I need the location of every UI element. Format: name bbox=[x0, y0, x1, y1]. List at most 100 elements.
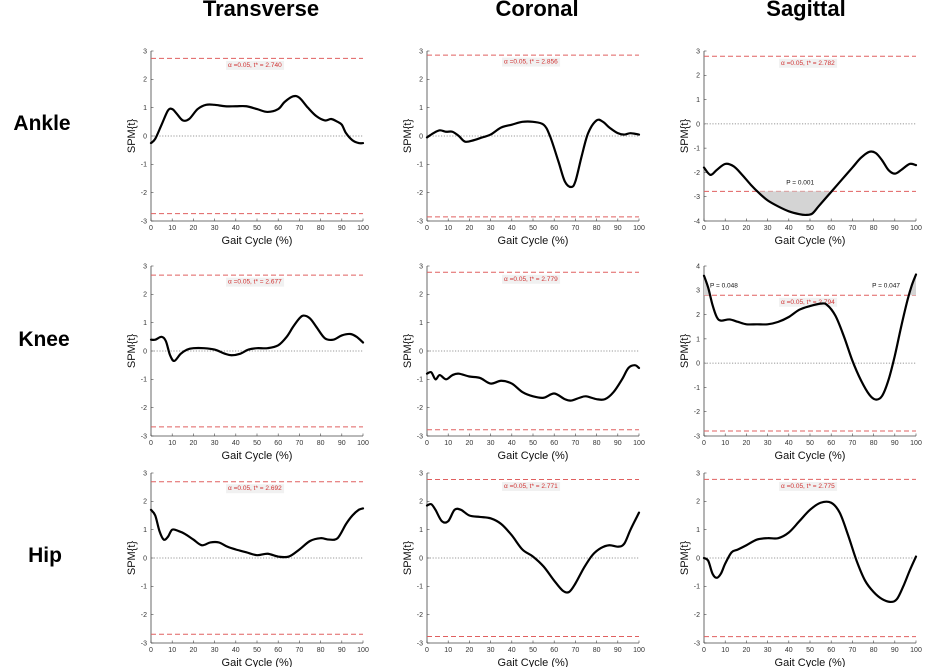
y-tick-label: -4 bbox=[694, 218, 700, 225]
column-title-sagittal: Sagittal bbox=[766, 0, 845, 21]
x-tick-label: 60 bbox=[827, 440, 835, 447]
x-tick-label: 80 bbox=[317, 647, 325, 654]
threshold-label: α =0.05, t* = 2.775 bbox=[781, 483, 835, 490]
y-tick-label: 3 bbox=[419, 48, 423, 55]
x-tick-label: 90 bbox=[338, 647, 346, 654]
x-tick-label: 70 bbox=[296, 225, 304, 232]
x-tick-label: 60 bbox=[550, 225, 558, 232]
x-tick-label: 60 bbox=[827, 225, 835, 232]
y-tick-label: 1 bbox=[696, 527, 700, 534]
y-tick-label: 0 bbox=[696, 361, 700, 368]
x-tick-label: 30 bbox=[487, 440, 495, 447]
x-tick-label: 80 bbox=[870, 440, 878, 447]
y-tick-label: 1 bbox=[143, 527, 147, 534]
y-tick-label: 1 bbox=[419, 320, 423, 327]
x-tick-label: 10 bbox=[168, 440, 176, 447]
y-tick-label: 1 bbox=[143, 105, 147, 112]
threshold-label: α =0.05, t* = 2.677 bbox=[228, 279, 282, 286]
y-tick-label: 2 bbox=[696, 73, 700, 80]
x-tick-label: 90 bbox=[891, 440, 899, 447]
x-tick-label: 0 bbox=[702, 647, 706, 654]
x-tick-label: 50 bbox=[806, 440, 814, 447]
y-tick-label: -3 bbox=[417, 640, 423, 647]
x-tick-label: 40 bbox=[508, 647, 516, 654]
x-axis-label: Gait Cycle (%) bbox=[222, 657, 293, 667]
y-tick-label: 0 bbox=[419, 133, 423, 140]
y-tick-label: -1 bbox=[694, 385, 700, 392]
y-tick-label: -1 bbox=[417, 377, 423, 384]
threshold-label-bg bbox=[502, 57, 561, 67]
x-tick-label: 60 bbox=[550, 440, 558, 447]
x-tick-label: 100 bbox=[633, 647, 645, 654]
x-tick-label: 0 bbox=[149, 225, 153, 232]
x-tick-label: 100 bbox=[910, 647, 922, 654]
y-tick-label: -1 bbox=[694, 146, 700, 153]
y-axis-label: SPM{t} bbox=[679, 119, 691, 154]
x-axis-label: Gait Cycle (%) bbox=[498, 657, 569, 667]
x-tick-label: 30 bbox=[487, 225, 495, 232]
x-tick-label: 10 bbox=[444, 225, 452, 232]
x-axis-label: Gait Cycle (%) bbox=[222, 450, 293, 462]
x-tick-label: 90 bbox=[891, 647, 899, 654]
x-tick-label: 40 bbox=[785, 225, 793, 232]
threshold-label-bg bbox=[226, 277, 285, 287]
cluster-p-value: P = 0.048 bbox=[710, 282, 738, 289]
x-tick-label: 40 bbox=[232, 440, 240, 447]
x-tick-label: 70 bbox=[849, 647, 857, 654]
y-tick-label: 1 bbox=[143, 320, 147, 327]
spm-curve bbox=[702, 150, 918, 217]
threshold-label-bg bbox=[779, 58, 838, 68]
cluster-p-value: P = 0.001 bbox=[786, 179, 814, 186]
threshold-label: α =0.05, t* = 2.856 bbox=[504, 59, 558, 66]
row-title-ankle: Ankle bbox=[13, 112, 70, 135]
y-tick-label: 3 bbox=[696, 288, 700, 295]
y-tick-label: -3 bbox=[141, 218, 147, 225]
threshold-label-bg bbox=[502, 481, 561, 491]
x-tick-label: 70 bbox=[849, 440, 857, 447]
threshold-label-bg bbox=[226, 484, 285, 494]
x-axis-label: Gait Cycle (%) bbox=[222, 235, 293, 247]
y-tick-label: 1 bbox=[419, 527, 423, 534]
y-tick-label: -3 bbox=[694, 433, 700, 440]
x-tick-label: 90 bbox=[891, 225, 899, 232]
x-tick-label: 20 bbox=[190, 647, 198, 654]
x-tick-label: 70 bbox=[849, 225, 857, 232]
x-tick-label: 70 bbox=[572, 647, 580, 654]
x-tick-label: 60 bbox=[827, 647, 835, 654]
x-tick-label: 40 bbox=[785, 647, 793, 654]
threshold-label: α =0.05, t* = 2.740 bbox=[228, 62, 282, 69]
y-tick-label: 2 bbox=[696, 499, 700, 506]
y-tick-label: 0 bbox=[143, 555, 147, 562]
y-tick-label: 0 bbox=[143, 348, 147, 355]
y-axis-label: SPM{t} bbox=[402, 334, 414, 369]
x-tick-label: 0 bbox=[702, 440, 706, 447]
spm-curve bbox=[425, 118, 641, 189]
x-axis-label: Gait Cycle (%) bbox=[775, 657, 846, 667]
spm-curve bbox=[149, 94, 365, 145]
y-tick-label: 0 bbox=[696, 121, 700, 128]
threshold-label-bg bbox=[779, 481, 838, 491]
x-tick-label: 40 bbox=[508, 225, 516, 232]
x-tick-label: 50 bbox=[529, 647, 537, 654]
x-tick-label: 0 bbox=[425, 440, 429, 447]
x-tick-label: 10 bbox=[721, 647, 729, 654]
x-tick-label: 70 bbox=[296, 647, 304, 654]
y-tick-label: 3 bbox=[143, 48, 147, 55]
x-tick-label: 10 bbox=[444, 647, 452, 654]
y-tick-label: -2 bbox=[417, 190, 423, 197]
x-tick-label: 70 bbox=[572, 440, 580, 447]
y-tick-label: -2 bbox=[141, 612, 147, 619]
y-tick-label: 3 bbox=[419, 470, 423, 477]
x-tick-label: 0 bbox=[425, 225, 429, 232]
x-tick-label: 90 bbox=[614, 647, 622, 654]
x-tick-label: 90 bbox=[338, 440, 346, 447]
y-tick-label: -3 bbox=[417, 218, 423, 225]
y-tick-label: -2 bbox=[417, 405, 423, 412]
threshold-label-bg bbox=[502, 274, 561, 284]
